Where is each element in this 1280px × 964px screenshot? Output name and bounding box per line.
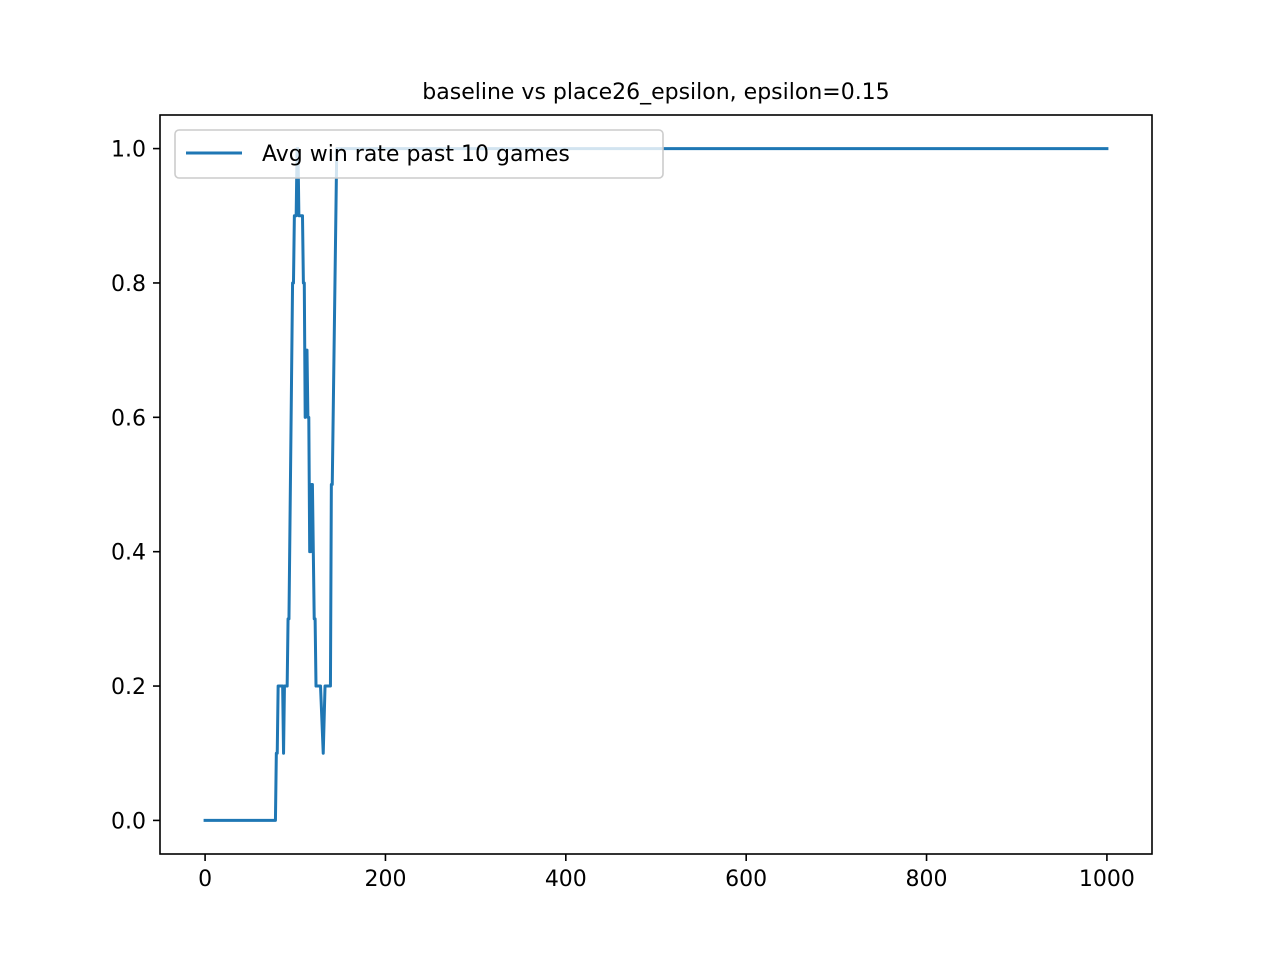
x-tick-label: 800	[906, 867, 948, 892]
x-tick-label: 400	[545, 867, 587, 892]
x-tick-label: 0	[198, 867, 212, 892]
y-tick-label: 0.4	[111, 541, 146, 566]
y-tick-label: 0.6	[111, 406, 146, 431]
legend-box	[174, 129, 664, 179]
legend-label: Avg win rate past 10 games	[262, 142, 570, 167]
series-line-avg-win-rate	[203, 147, 1109, 822]
x-axis-ticks: 0 200 400 600 800 1000	[198, 854, 1135, 892]
y-tick-label: 0.8	[111, 272, 146, 297]
y-tick-label: 0.2	[111, 675, 146, 700]
y-tick-label: 1.0	[111, 138, 146, 163]
plot-area-frame	[159, 114, 1153, 855]
x-tick-label: 200	[364, 867, 406, 892]
y-tick-label: 0.0	[111, 809, 146, 834]
x-tick-label: 1000	[1079, 867, 1135, 892]
legend: Avg win rate past 10 games	[174, 129, 664, 179]
chart-title: baseline vs place26_epsilon, epsilon=0.1…	[422, 80, 889, 105]
y-axis-ticks: 0.0 0.2 0.4 0.6 0.8 1.0	[111, 138, 160, 834]
x-tick-label: 600	[725, 867, 767, 892]
